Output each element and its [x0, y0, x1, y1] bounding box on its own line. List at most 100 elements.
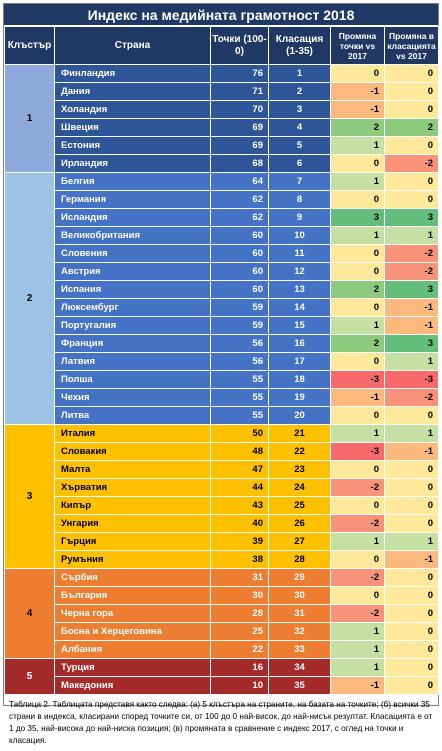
country-cell: Малта: [54, 460, 211, 479]
points-change-cell: 1: [330, 316, 385, 335]
rank-change-cell: 1: [384, 424, 439, 443]
rank-change-cell: 1: [384, 226, 439, 245]
rank-cell: 25: [268, 496, 331, 515]
points-change-cell: 1: [330, 658, 385, 677]
rank-cell: 3: [268, 100, 331, 119]
rank-change-cell: 1: [384, 532, 439, 551]
country-cell: Великобритания: [54, 226, 211, 245]
table-row: Франция 56 16 2 3: [4, 334, 439, 353]
table-row: Дания 71 2 -1 0: [4, 82, 439, 101]
rank-cell: 4: [268, 118, 331, 137]
header-country: Страна: [54, 26, 211, 65]
rank-change-cell: -1: [384, 442, 439, 461]
points-change-cell: -1: [330, 82, 385, 101]
table-row: Португалия 59 15 1 -1: [4, 316, 439, 335]
points-change-cell: 2: [330, 118, 385, 137]
rank-cell: 5: [268, 136, 331, 155]
points-change-cell: 0: [330, 460, 385, 479]
points-change-cell: 0: [330, 496, 385, 515]
points-cell: 55: [210, 406, 269, 425]
rank-change-cell: -2: [384, 154, 439, 173]
points-change-cell: -1: [330, 100, 385, 119]
country-cell: Полша: [54, 370, 211, 389]
country-cell: Франция: [54, 334, 211, 353]
rank-change-cell: 0: [384, 640, 439, 659]
rank-cell: 10: [268, 226, 331, 245]
points-cell: 31: [210, 568, 269, 587]
points-change-cell: -1: [330, 676, 385, 695]
rank-change-cell: 0: [384, 496, 439, 515]
points-change-cell: 1: [330, 532, 385, 551]
points-change-cell: 0: [330, 64, 385, 83]
points-cell: 62: [210, 208, 269, 227]
points-cell: 22: [210, 640, 269, 659]
table-row: Ирландия 68 6 0 -2: [4, 154, 439, 173]
points-cell: 70: [210, 100, 269, 119]
points-change-cell: 1: [330, 172, 385, 191]
country-cell: Италия: [54, 424, 211, 443]
rank-cell: 30: [268, 586, 331, 605]
rank-cell: 34: [268, 658, 331, 677]
rank-cell: 20: [268, 406, 331, 425]
rank-change-cell: -1: [384, 550, 439, 569]
points-cell: 39: [210, 532, 269, 551]
table-row: Чехия 55 19 -1 -2: [4, 388, 439, 407]
rank-change-cell: -2: [384, 244, 439, 263]
table-row: 3 Италия 50 21 1 1: [4, 424, 439, 569]
rank-cell: 33: [268, 640, 331, 659]
rank-change-cell: 0: [384, 172, 439, 191]
points-change-cell: 3: [330, 208, 385, 227]
points-cell: 76: [210, 64, 269, 83]
table-row: Германия 62 8 0 0: [4, 190, 439, 209]
table-row: Унгария 40 26 -2 0: [4, 514, 439, 533]
rank-change-cell: 3: [384, 334, 439, 353]
country-cell: Германия: [54, 190, 211, 209]
points-cell: 55: [210, 370, 269, 389]
country-cell: Хърватия: [54, 478, 211, 497]
country-cell: Словения: [54, 244, 211, 263]
rank-change-cell: -1: [384, 316, 439, 335]
points-change-cell: 0: [330, 586, 385, 605]
points-change-cell: 1: [330, 640, 385, 659]
points-cell: 59: [210, 298, 269, 317]
rank-cell: 9: [268, 208, 331, 227]
points-cell: 60: [210, 280, 269, 299]
points-cell: 56: [210, 352, 269, 371]
points-cell: 25: [210, 622, 269, 641]
points-cell: 44: [210, 478, 269, 497]
points-cell: 69: [210, 118, 269, 137]
rank-change-cell: -2: [384, 388, 439, 407]
rank-cell: 19: [268, 388, 331, 407]
rank-change-cell: 0: [384, 64, 439, 83]
table-row: Исландия 62 9 3 3: [4, 208, 439, 227]
points-change-cell: 2: [330, 334, 385, 353]
header-rank-change: Промяна в класацията vs 2017: [384, 26, 439, 65]
points-cell: 60: [210, 226, 269, 245]
points-change-cell: 0: [330, 190, 385, 209]
rank-cell: 18: [268, 370, 331, 389]
points-cell: 71: [210, 82, 269, 101]
points-cell: 62: [210, 190, 269, 209]
cluster-label: 2: [4, 172, 55, 425]
rank-cell: 32: [268, 622, 331, 641]
rank-change-cell: 3: [384, 280, 439, 299]
rank-cell: 21: [268, 424, 331, 443]
points-change-cell: -2: [330, 604, 385, 623]
points-change-cell: 0: [330, 406, 385, 425]
rank-change-cell: 0: [384, 136, 439, 155]
table-row: Люксембург 59 14 0 -1: [4, 298, 439, 317]
table-row: 4 Сърбия 31 29 -2 0: [4, 568, 439, 659]
rank-change-cell: 0: [384, 406, 439, 425]
table-row: България 30 30 0 0: [4, 586, 439, 605]
country-cell: Албания: [54, 640, 211, 659]
country-cell: Холандия: [54, 100, 211, 119]
country-cell: Австрия: [54, 262, 211, 281]
points-cell: 55: [210, 388, 269, 407]
country-cell: Чехия: [54, 388, 211, 407]
country-cell: Гърция: [54, 532, 211, 551]
ranking-table: Клъстър Страна Точки (100-0) Класация (1…: [4, 26, 439, 695]
points-change-cell: 1: [330, 226, 385, 245]
points-cell: 38: [210, 550, 269, 569]
header-points: Точки (100-0): [210, 26, 269, 65]
country-cell: Португалия: [54, 316, 211, 335]
